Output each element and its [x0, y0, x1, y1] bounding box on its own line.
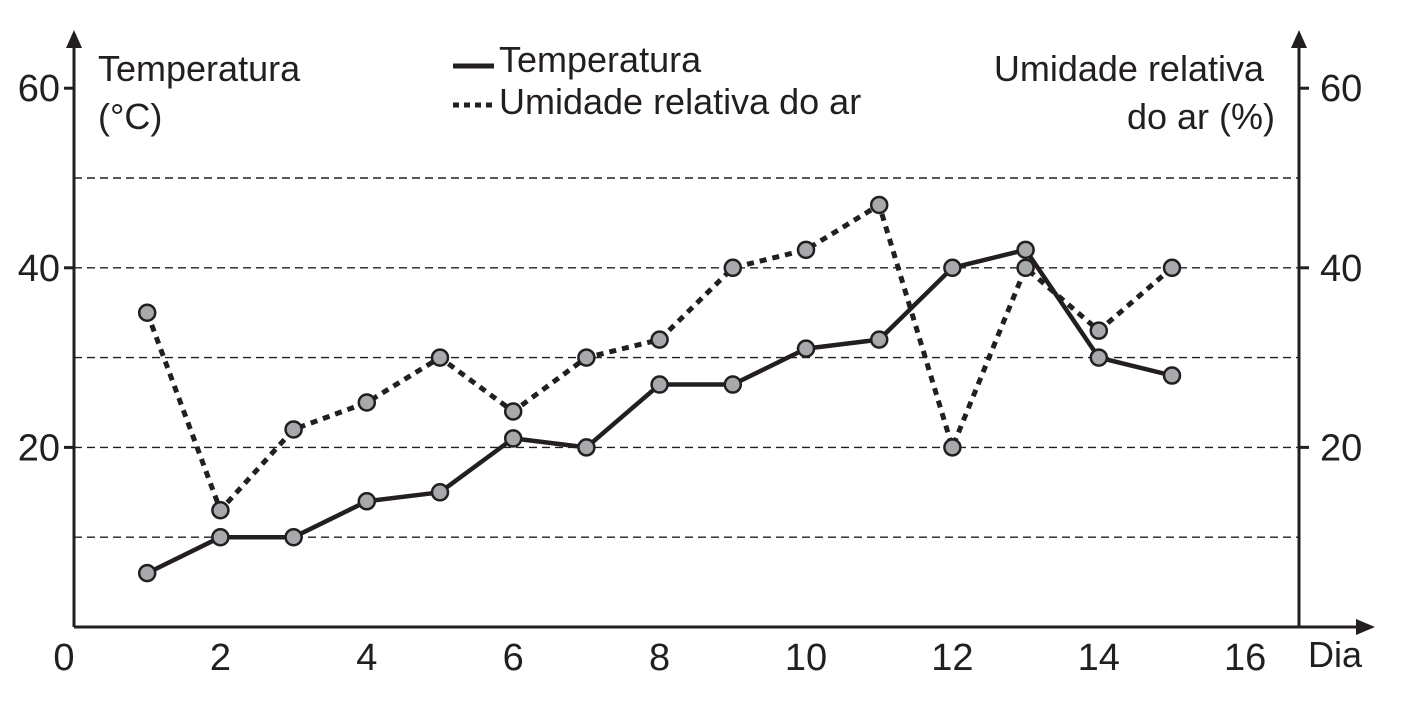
point-umidade-dia-5 [430, 348, 450, 367]
point-temperatura-dia-2 [211, 527, 230, 547]
point-temperatura-dia-5 [430, 483, 450, 502]
y-left-label-line-2: (°C) [98, 96, 162, 137]
legend-label-umidade: Umidade relativa do ar [499, 81, 861, 122]
y-left-tick-label-60: 60 [18, 68, 60, 110]
point-umidade-dia-15 [1162, 258, 1182, 278]
x-axis-arrow [1356, 619, 1375, 635]
axes [66, 30, 1375, 635]
point-umidade-dia-1 [137, 303, 157, 322]
point-umidade-dia-9 [723, 258, 743, 278]
point-temperatura-dia-9 [723, 375, 743, 394]
point-temperatura-dia-1 [137, 563, 157, 583]
point-umidade-dia-12 [943, 438, 962, 457]
point-umidade-dia-4 [357, 393, 377, 412]
point-temperatura-dia-11 [869, 330, 889, 349]
point-temperatura-dia-6 [503, 429, 523, 448]
grid-lines [74, 177, 1299, 538]
x-tick-label-8: 8 [649, 637, 670, 679]
point-umidade-dia-14 [1089, 321, 1109, 340]
y-right-label-line-1: Umidade relativa [994, 48, 1265, 89]
point-umidade-dia-8 [650, 330, 669, 349]
point-umidade-dia-7 [577, 348, 596, 367]
point-temperatura-dia-14 [1089, 348, 1109, 367]
x-tick-label-0: 0 [53, 637, 74, 679]
point-temperatura-dia-7 [577, 438, 596, 457]
y-right-tick-label-60: 60 [1320, 68, 1362, 110]
point-umidade-dia-6 [503, 402, 523, 421]
point-temperatura-dia-13 [1016, 240, 1035, 260]
point-umidade-dia-11 [869, 195, 889, 215]
y-left-tick-label-20: 20 [18, 427, 60, 469]
y-left-label-line-1: Temperatura [98, 48, 301, 89]
y-right-tick-label-20: 20 [1320, 427, 1362, 469]
point-umidade-dia-10 [796, 240, 816, 260]
series-line-temperatura [146, 247, 1173, 576]
point-temperatura-dia-4 [357, 492, 377, 511]
x-axis-label: Dia [1308, 634, 1363, 675]
right-y-axis-arrow [1291, 30, 1307, 48]
point-umidade-dia-13 [1016, 258, 1035, 278]
left-y-axis-arrow [66, 30, 82, 48]
x-tick-label-16: 16 [1224, 637, 1266, 679]
point-temperatura-dia-10 [796, 339, 816, 358]
legend-label-temperatura: Temperatura [499, 39, 702, 80]
x-tick-label-10: 10 [785, 637, 827, 679]
x-tick-label-14: 14 [1078, 637, 1120, 679]
x-tick-label-12: 12 [931, 637, 973, 679]
series-markers [137, 195, 1182, 583]
x-tick-label-2: 2 [210, 637, 231, 679]
x-tick-label-6: 6 [503, 637, 524, 679]
point-umidade-dia-2 [211, 501, 230, 520]
point-temperatura-dia-3 [284, 527, 303, 547]
point-temperatura-dia-15 [1162, 366, 1182, 385]
ticks: 20 20 40 40 60 60 0 2 4 6 8 10 12 14 16 [18, 68, 1363, 679]
x-tick-label-4: 4 [356, 637, 377, 679]
y-right-label-line-2: do ar (%) [1127, 96, 1275, 137]
y-right-tick-label-40: 40 [1320, 248, 1362, 290]
legend: Temperatura Umidade relativa do ar [453, 39, 861, 122]
point-temperatura-dia-12 [943, 258, 962, 278]
point-temperatura-dia-8 [650, 375, 669, 394]
y-left-tick-label-40: 40 [18, 248, 60, 290]
point-umidade-dia-3 [284, 420, 303, 439]
